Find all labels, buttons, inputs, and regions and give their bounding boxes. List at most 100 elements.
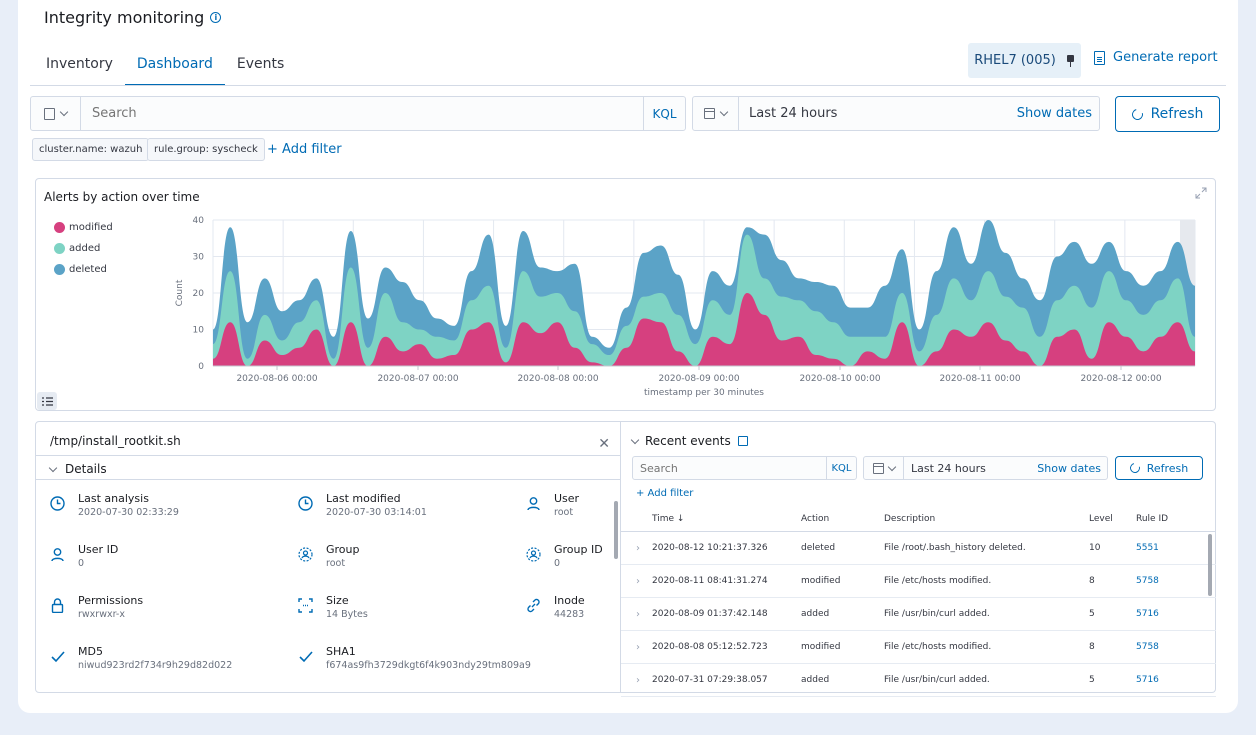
column-rule-id[interactable]: Rule ID [1136, 513, 1169, 524]
detail-field-label: Size [326, 594, 349, 607]
filter-pill-rule-group[interactable]: rule.group: syscheck [147, 138, 265, 161]
events-scrollbar[interactable] [1208, 534, 1212, 596]
search-input[interactable] [81, 97, 643, 130]
cell-rule-id[interactable]: 5551 [1136, 543, 1159, 553]
tab-events[interactable]: Events [236, 56, 285, 72]
cell-level: 10 [1089, 543, 1101, 553]
expand-row-icon[interactable]: › [636, 542, 640, 554]
tab-dashboard[interactable]: Dashboard [124, 46, 225, 86]
show-dates-link[interactable]: Show dates [1016, 106, 1092, 121]
x-tick-label: 2020-08-12 00:00 [1080, 374, 1161, 384]
legend-label: modified [69, 222, 113, 233]
lock-icon [51, 598, 64, 613]
events-kql-toggle[interactable]: KQL [826, 457, 856, 479]
cell-rule-id[interactable]: 5716 [1136, 609, 1159, 619]
detail-field-value: root [326, 558, 346, 569]
time-range-label[interactable]: Last 24 hours [749, 106, 838, 121]
agent-selector-button[interactable]: RHEL7 (005) [968, 43, 1081, 78]
detail-field-label: User ID [78, 543, 119, 556]
detail-field-label: Group [326, 543, 360, 556]
detail-field-label: Last modified [326, 492, 401, 505]
events-table-body: › 2020-08-12 10:21:37.326 deleted File /roo… [621, 532, 1216, 697]
detail-field-size: Size 14 Bytes [298, 594, 368, 620]
column-action[interactable]: Action [801, 513, 830, 524]
cell-description: File /etc/hosts modified. [884, 576, 992, 586]
column-description[interactable]: Description [884, 513, 936, 524]
details-toggle[interactable]: Details [48, 462, 107, 476]
table-row[interactable]: › 2020-08-12 10:21:37.326 deleted File /roo… [621, 532, 1216, 565]
legend-item-modified[interactable]: modified [54, 217, 113, 238]
chevron-down-icon [48, 463, 58, 472]
chevron-down-icon [887, 462, 896, 471]
chevron-down-icon[interactable] [630, 435, 640, 444]
generate-report-button[interactable]: Generate report [1094, 50, 1218, 65]
legend-item-deleted[interactable]: deleted [54, 259, 113, 280]
table-row[interactable]: › 2020-08-08 05:12:52.723 modified File /et… [621, 631, 1216, 664]
cell-level: 5 [1089, 609, 1095, 619]
cell-level: 8 [1089, 642, 1095, 652]
chevron-down-icon [719, 107, 729, 117]
refresh-button[interactable]: Refresh [1115, 96, 1220, 132]
tab-inventory[interactable]: Inventory [46, 56, 113, 72]
kql-toggle[interactable]: KQL [643, 97, 685, 130]
x-tick-label: 2020-08-10 00:00 [799, 374, 880, 384]
expand-row-icon[interactable]: › [636, 674, 640, 686]
tabs-divider [30, 85, 1226, 86]
events-refresh-button[interactable]: Refresh [1115, 456, 1203, 480]
user-icon [527, 497, 540, 511]
expand-icon[interactable] [1195, 187, 1207, 199]
cell-description: File /etc/hosts modified. [884, 642, 992, 652]
events-search-bar: KQL [632, 456, 857, 480]
detail-field-text: User root [554, 492, 579, 518]
legend-toggle-button[interactable] [37, 392, 57, 410]
cell-time: 2020-08-08 05:12:52.723 [652, 642, 768, 652]
detail-field-value: 0 [554, 558, 561, 569]
cell-rule-id[interactable]: 5716 [1136, 675, 1159, 685]
cell-rule-id[interactable]: 5758 [1136, 576, 1159, 586]
add-filter-link[interactable]: + Add filter [267, 142, 342, 157]
details-scrollbar[interactable] [614, 501, 618, 559]
calendar-icon [872, 462, 884, 474]
legend-label: deleted [69, 264, 107, 275]
cell-rule-id[interactable]: 5758 [1136, 642, 1159, 652]
recent-events-title: Recent events [645, 434, 731, 448]
cell-description: File /usr/bin/curl added. [884, 609, 990, 619]
events-search-input[interactable] [633, 457, 826, 479]
info-icon[interactable]: i [210, 12, 222, 23]
date-picker: Last 24 hours Show dates [692, 96, 1100, 131]
legend-dot-modified [54, 222, 65, 233]
expand-row-icon[interactable]: › [636, 608, 640, 620]
expand-row-icon[interactable]: › [636, 641, 640, 653]
y-tick-label: 10 [193, 326, 205, 336]
events-time-range[interactable]: Last 24 hours [911, 461, 986, 475]
events-add-filter[interactable]: + Add filter [636, 488, 694, 499]
table-row[interactable]: › 2020-08-09 01:37:42.148 added File /usr/b… [621, 598, 1216, 631]
table-row[interactable]: › 2020-08-11 08:41:31.274 modified File /et… [621, 565, 1216, 598]
user-icon [51, 548, 64, 562]
chart-legend: modified added deleted [54, 217, 113, 280]
pin-icon[interactable] [1066, 54, 1075, 67]
detail-field-permissions: Permissions rwxrwxr-x [50, 594, 143, 620]
column-level[interactable]: Level [1089, 513, 1113, 524]
detail-field-value: 2020-07-30 03:14:01 [326, 507, 427, 518]
list-icon [41, 396, 53, 406]
expand-row-icon[interactable]: › [636, 575, 640, 587]
filter-pill-cluster[interactable]: cluster.name: wazuh [32, 138, 150, 161]
generate-report-label: Generate report [1113, 50, 1218, 65]
x-tick-label: 2020-08-11 00:00 [939, 374, 1020, 384]
events-show-dates[interactable]: Show dates [1037, 461, 1101, 475]
column-time[interactable]: Time ↓ [652, 513, 685, 524]
file-details-panel: /tmp/install_rootkit.sh ✕ Details Last a… [35, 421, 621, 693]
cell-description: File /root/.bash_history deleted. [884, 543, 1026, 553]
x-axis-title: timestamp per 30 minutes [644, 388, 764, 398]
detail-field-value: niwud923rd2f734r9h29d82d022 [78, 660, 233, 671]
detail-field-label: SHA1 [326, 645, 356, 658]
close-icon[interactable]: ✕ [598, 436, 610, 452]
area-series-modified[interactable] [213, 293, 1195, 366]
saved-query-button[interactable] [31, 97, 81, 130]
table-row[interactable]: › 2020-07-31 07:29:38.057 added File /usr/b… [621, 664, 1216, 697]
legend-item-added[interactable]: added [54, 238, 113, 259]
external-link-icon[interactable] [737, 436, 748, 446]
date-quick-menu-button[interactable] [693, 97, 739, 130]
events-date-quick-menu[interactable] [864, 457, 904, 479]
